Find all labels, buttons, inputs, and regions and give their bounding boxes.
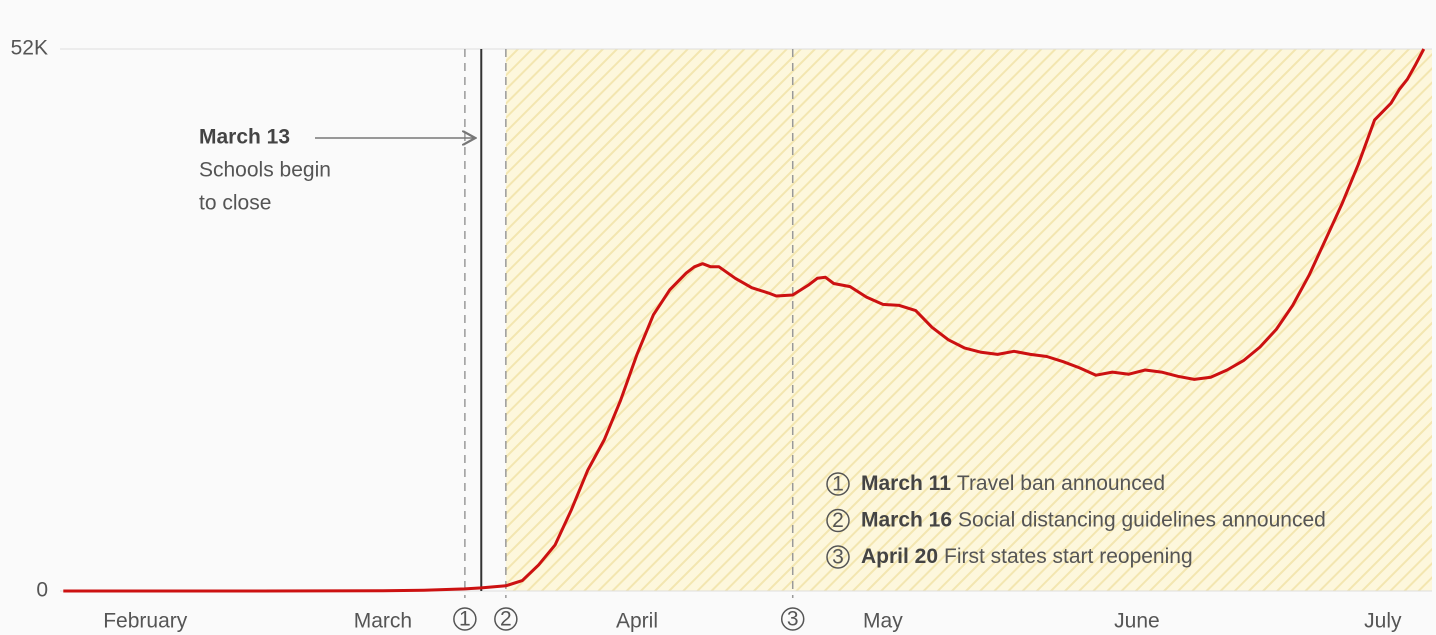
legend-marker-number: 3 [832,546,844,569]
callout-text: to close [199,192,271,215]
legend-entry: March 16 Social distancing guidelines ann… [861,508,1326,531]
y-tick-label: 0 [36,579,48,602]
shaded-period [505,49,1432,591]
data-line [63,48,1426,593]
event-marker [780,607,805,631]
x-tick-label: April [616,610,658,633]
y-tick-label: 52K [11,37,48,60]
legend-text: Social distancing guidelines announced [958,508,1326,531]
x-tick-label: February [103,610,188,633]
legend-marker [826,545,850,569]
event-marker [453,607,477,631]
legend-date: March 11 [861,472,951,495]
event-marker [494,607,518,631]
legend-marker [826,472,850,496]
x-tick-label: July [1364,610,1402,633]
callout-text: Schools begin [199,159,331,182]
callout-date: March 13 [199,126,290,149]
legend-entry: March 11 Travel ban announced [861,472,1165,495]
legend-text: Travel ban announced [957,472,1165,495]
event-marker-number: 3 [787,608,799,631]
x-tick-label: May [863,610,903,633]
x-tick-label: June [1114,610,1160,633]
legend-entry: April 20 First states start reopening [861,545,1193,568]
event-marker-number: 1 [459,608,471,631]
x-tick-label: March [354,610,412,633]
legend-marker-number: 2 [832,509,844,532]
legend-marker [826,508,850,533]
event-marker-number: 2 [500,608,512,631]
legend-marker-number: 1 [832,473,844,496]
legend-date: March 16 [861,508,952,531]
legend-date: April 20 [861,545,938,568]
legend-text: First states start reopening [944,545,1193,568]
